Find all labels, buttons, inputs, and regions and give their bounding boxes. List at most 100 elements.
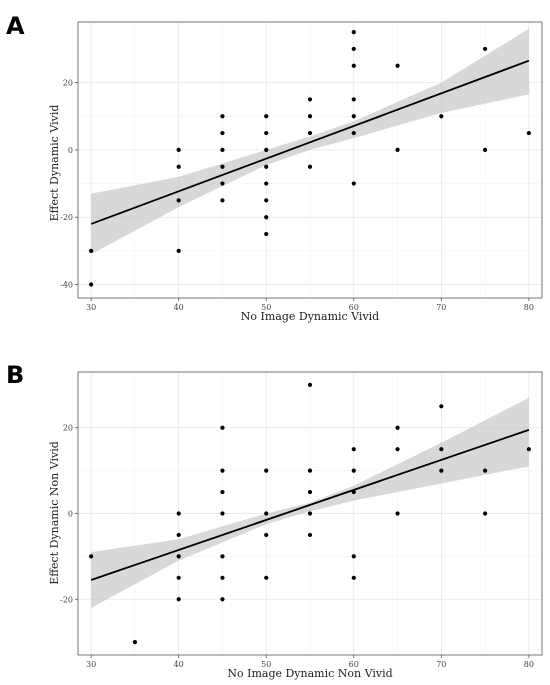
data-point	[307, 382, 313, 387]
data-point	[264, 198, 269, 203]
data-point	[176, 532, 181, 538]
data-point	[307, 511, 313, 516]
data-point	[526, 130, 531, 136]
y-tick-label: 0	[68, 510, 73, 519]
data-point	[220, 164, 225, 169]
data-point	[395, 63, 400, 68]
data-point	[351, 130, 356, 136]
points-a	[89, 29, 531, 287]
data-point	[395, 147, 400, 153]
data-point	[307, 532, 313, 538]
data-point	[264, 164, 269, 169]
data-point	[220, 511, 225, 516]
panel-a: A 30 40 50 60 70 80 -40 -20 0 20 No Image Dynamic…	[6, 12, 543, 323]
data-point	[395, 447, 400, 452]
data-point	[351, 181, 356, 186]
data-point	[395, 511, 400, 516]
data-point	[176, 554, 181, 559]
x-tick-label: 80	[524, 660, 534, 669]
data-point	[264, 575, 269, 580]
data-point	[264, 130, 269, 136]
regression-line-b	[90, 429, 530, 581]
data-point	[351, 447, 356, 452]
data-point	[307, 130, 313, 136]
data-point	[351, 114, 356, 119]
data-point	[176, 147, 181, 153]
data-point	[307, 114, 313, 119]
data-point	[176, 575, 181, 580]
x-tick-label: 80	[524, 303, 534, 312]
data-point	[264, 231, 269, 237]
data-point	[220, 130, 225, 136]
data-point	[264, 181, 269, 186]
y-tick-label: 0	[68, 146, 73, 155]
x-tick-label: 40	[174, 303, 184, 312]
data-point	[220, 114, 225, 119]
x-tick-label: 40	[174, 660, 184, 669]
data-point	[395, 425, 400, 430]
data-point	[264, 147, 269, 153]
regression-line-a	[90, 59, 530, 225]
data-point	[307, 468, 313, 473]
data-point	[351, 29, 356, 35]
data-point	[220, 597, 225, 602]
data-point	[176, 164, 181, 169]
data-point	[264, 511, 269, 516]
data-point	[351, 97, 356, 102]
data-point	[220, 575, 225, 580]
data-point	[482, 511, 488, 516]
panel-letter-b: B	[6, 361, 24, 389]
x-tick-label: 30	[86, 303, 96, 312]
y-axis-title-b: Effect Dynamic Non Vivid	[48, 441, 61, 585]
data-point	[132, 640, 138, 645]
data-point	[307, 164, 313, 169]
y-tick-label: -20	[60, 595, 73, 604]
data-point	[220, 489, 225, 495]
scatter-plot-b: 30 40 50 60 70 80 -20 0 20	[60, 371, 543, 669]
data-point	[220, 198, 225, 203]
data-point	[176, 198, 181, 203]
panel-letter-a: A	[6, 12, 25, 40]
data-point	[351, 575, 356, 580]
x-tick-label: 70	[436, 660, 446, 669]
data-point	[482, 147, 488, 153]
y-tick-label: -40	[60, 281, 73, 290]
x-tick-label: 60	[349, 660, 359, 669]
data-point	[351, 468, 356, 473]
data-point	[220, 147, 225, 153]
plot-frame-a	[77, 21, 543, 299]
data-point	[264, 114, 269, 119]
data-point	[89, 248, 94, 253]
points-b	[89, 382, 531, 645]
data-point	[264, 215, 269, 220]
y-tick-label: 20	[63, 424, 73, 433]
data-point	[439, 447, 444, 452]
data-point	[482, 46, 488, 52]
data-point	[176, 511, 181, 516]
data-point	[439, 114, 444, 119]
grid-a	[78, 22, 542, 298]
data-point	[89, 282, 94, 287]
data-point	[351, 63, 356, 68]
x-tick-label: 70	[436, 303, 446, 312]
data-point	[220, 554, 225, 559]
y-tick-label: 20	[63, 79, 73, 88]
x-tick-label: 30	[86, 660, 96, 669]
x-tick-label: 60	[349, 303, 359, 312]
data-point	[220, 468, 225, 473]
panel-b: B 30 40 50 60 70 80 -20 0 20 No Image Dynamic No…	[6, 361, 543, 680]
data-point	[526, 447, 531, 452]
data-point	[439, 468, 444, 473]
data-point	[264, 532, 269, 538]
data-point	[220, 425, 225, 430]
x-axis-title-b: No Image Dynamic Non Vivid	[227, 667, 392, 680]
data-point	[264, 468, 269, 473]
x-tick-label: 50	[261, 660, 271, 669]
x-axis-title-a: No Image Dynamic Vivid	[241, 310, 379, 323]
data-point	[220, 181, 225, 186]
data-point	[176, 248, 181, 253]
x-tick-label: 50	[261, 303, 271, 312]
data-point	[307, 489, 313, 495]
scatter-plot-a: 30 40 50 60 70 80 -40 -20 0 20	[60, 21, 543, 312]
